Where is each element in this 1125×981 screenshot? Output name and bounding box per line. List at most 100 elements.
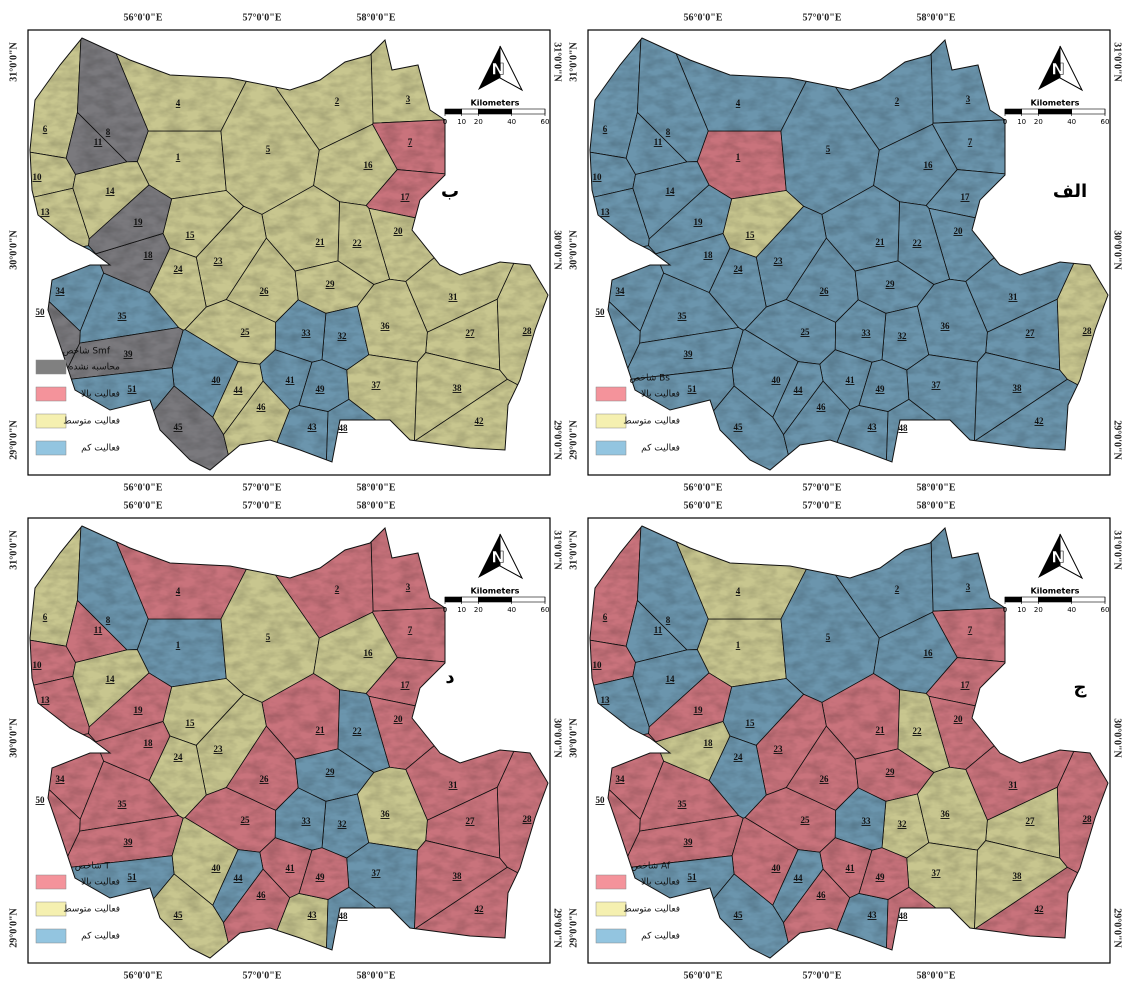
basin-label: 19: [694, 705, 704, 715]
basin-label: 35: [118, 311, 128, 321]
basin-label: 4: [736, 586, 741, 596]
basin-label: 18: [704, 738, 714, 748]
legend-title: شاخص T: [75, 862, 111, 872]
basin-label: 23: [214, 256, 224, 266]
basin-label: 50: [36, 307, 46, 317]
scale-tick-label: 60: [1101, 118, 1110, 126]
basin-label: 31: [449, 292, 459, 302]
basin-label: 17: [401, 680, 411, 690]
basin-label: 17: [961, 192, 971, 202]
longitude-label: 56°0'0"E: [124, 970, 163, 981]
basin-label: 32: [338, 331, 348, 341]
basin-label: 13: [41, 207, 51, 217]
basin-label: 19: [134, 217, 144, 227]
scale-tick-label: 60: [541, 118, 550, 126]
basin-label: 31: [449, 780, 459, 790]
longitude-label: 56°0'0"E: [124, 482, 163, 493]
basin-label: 16: [364, 648, 374, 658]
basin-label: 27: [466, 328, 476, 338]
basin-label: 20: [394, 714, 404, 724]
latitude-label: 30°0'0"N: [8, 717, 19, 757]
basin-label: 38: [453, 871, 463, 881]
basin-label: 28: [1083, 326, 1093, 336]
basin-label: 27: [466, 816, 476, 826]
basin-label: 21: [876, 725, 886, 735]
scale-tick-label: 0: [443, 606, 447, 614]
basin-label: 15: [186, 718, 196, 728]
basin-label: 14: [666, 186, 676, 196]
legend-swatch: [35, 413, 67, 429]
latitude-label: 30°0'0"N: [552, 230, 563, 270]
legend-swatch: [35, 440, 67, 456]
longitude-label: 58°0'0"E: [357, 482, 396, 493]
basin-label: 2: [895, 96, 900, 106]
basin-label: 48: [899, 911, 909, 921]
longitude-label: 58°0'0"E: [357, 12, 396, 23]
basin-label: 29: [326, 767, 336, 777]
basin-label: 41: [846, 863, 856, 873]
basin-label: 35: [678, 311, 688, 321]
basin-label: 37: [372, 380, 382, 390]
longitude-label: 58°0'0"E: [917, 482, 956, 493]
basin-label: 10: [33, 172, 43, 182]
basin-label: 26: [260, 774, 270, 784]
latitude-label: 29°0'0"N: [1112, 420, 1123, 460]
basin-label: 45: [734, 910, 744, 920]
latitude-label: 31°0'0"N: [568, 41, 579, 81]
longitude-label: 57°0'0"E: [803, 12, 842, 23]
basin-label: 1: [736, 640, 741, 650]
basin-label: 35: [118, 799, 128, 809]
basin-label: 43: [868, 422, 878, 432]
basin-label: 28: [523, 814, 533, 824]
scale-title: Kilometers: [471, 99, 520, 108]
scale-tick-label: 0: [443, 118, 447, 126]
basin-label: 33: [862, 328, 872, 338]
basin-label: 41: [286, 375, 296, 385]
north-label: N: [491, 60, 504, 79]
basin-label: 42: [475, 416, 485, 426]
basin-label: 10: [33, 660, 43, 670]
basin-label: 22: [913, 238, 923, 248]
longitude-label: 57°0'0"E: [243, 12, 282, 23]
basin-label: 24: [734, 264, 744, 274]
longitude-label: 56°0'0"E: [684, 482, 723, 493]
basin-label: 44: [794, 385, 804, 395]
legend-title: شاخص Af: [631, 862, 671, 872]
basin-label: 38: [1013, 383, 1023, 393]
basin-label: 35: [678, 799, 688, 809]
basin-label: 37: [932, 868, 942, 878]
longitude-label: 57°0'0"E: [803, 482, 842, 493]
study-area-outline: [29, 525, 549, 959]
basin-label: 26: [820, 286, 830, 296]
scale-tick-label: 60: [541, 606, 550, 614]
latitude-label: 29°0'0"N: [8, 419, 19, 459]
basin-label: 33: [302, 328, 312, 338]
basin-label: 38: [453, 383, 463, 393]
latitude-label: 30°0'0"N: [1112, 718, 1123, 758]
scale-tick-label: 20: [474, 606, 483, 614]
latitude-label: 29°0'0"N: [552, 420, 563, 460]
basin-label: 14: [106, 674, 116, 684]
basin-label: 43: [868, 910, 878, 920]
legend-label: فعالیت کم: [641, 932, 680, 942]
basin-label: 19: [134, 705, 144, 715]
legend-label: محاسبه نشده: [69, 363, 120, 373]
basin-label: 32: [338, 819, 348, 829]
basin-label: 22: [913, 726, 923, 736]
scale-segment: [1038, 108, 1072, 115]
legend-label: فعالیت بالا: [81, 878, 120, 888]
basin-label: 4: [176, 586, 181, 596]
longitude-label: 56°0'0"E: [684, 970, 723, 981]
basin-label: 50: [596, 307, 606, 317]
basin-label: 11: [654, 137, 663, 147]
basin-label: 50: [36, 795, 46, 805]
basin-label: 37: [372, 868, 382, 878]
basin-label: 37: [932, 380, 942, 390]
basin-label: 41: [286, 863, 296, 873]
scale-tick-label: 20: [1034, 118, 1043, 126]
scale-segment: [444, 108, 462, 115]
latitude-label: 29°0'0"N: [8, 907, 19, 947]
